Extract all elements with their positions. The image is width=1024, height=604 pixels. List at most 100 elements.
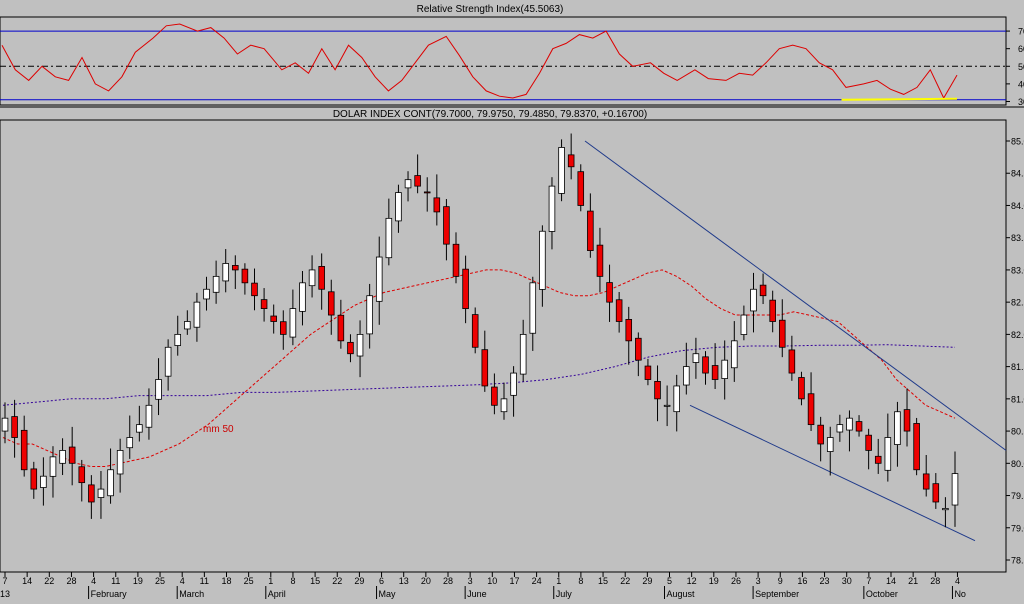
candle-body — [751, 289, 757, 311]
candle-body — [261, 300, 267, 309]
candle-body — [568, 155, 574, 167]
candle-body — [88, 485, 94, 502]
rsi-panel — [0, 17, 1006, 105]
candle-body — [415, 176, 421, 187]
candle-body — [31, 469, 37, 489]
candle-body — [597, 245, 603, 276]
price-tick-label: 81.0 — [1011, 394, 1024, 404]
candle-body — [674, 386, 680, 412]
x-tick-label: 18 — [221, 576, 231, 586]
candle-body — [223, 263, 229, 280]
candle-body — [79, 467, 85, 483]
candle-body — [808, 394, 814, 425]
x-tick-label: 28 — [930, 576, 940, 586]
month-label: February — [91, 589, 128, 599]
candle-body — [635, 338, 641, 360]
x-tick-label: 23 — [820, 576, 830, 586]
price-panel — [0, 120, 1006, 572]
x-tick-label: 28 — [66, 576, 76, 586]
rsi-highlight-line — [842, 99, 958, 100]
candle-body — [472, 315, 478, 348]
x-tick-label: 17 — [509, 576, 519, 586]
candle-body — [482, 350, 488, 386]
price-tick-label: 85.0 — [1011, 137, 1024, 147]
price-tick-label: 79.0 — [1011, 523, 1024, 533]
candle-body — [2, 418, 8, 431]
candle-body — [712, 366, 718, 380]
candle-body — [914, 423, 920, 469]
x-tick-label: 6 — [379, 576, 384, 586]
candle-body — [69, 447, 75, 463]
ma-annotation: mm 50 — [203, 424, 234, 435]
candle-body — [108, 470, 114, 496]
candle-body — [779, 320, 785, 347]
month-label: May — [379, 589, 397, 599]
rsi-tick-label: 50 — [1018, 62, 1024, 72]
candle-body — [655, 381, 661, 398]
price-tick-label: 80.5 — [1011, 427, 1024, 437]
x-tick-label: 5 — [667, 576, 672, 586]
candle-body — [300, 283, 306, 312]
candle-body — [376, 257, 382, 301]
candle-body — [530, 283, 536, 333]
x-tick-label: 12 — [687, 576, 697, 586]
candle-body — [895, 412, 901, 445]
month-label: July — [556, 589, 573, 599]
candle-body — [856, 422, 862, 432]
candle-body — [348, 342, 354, 353]
candle-body — [559, 147, 565, 193]
x-tick-label: 9 — [778, 576, 783, 586]
candle-body — [194, 302, 200, 327]
x-tick-label: 4 — [180, 576, 185, 586]
price-tick-label: 84.5 — [1011, 169, 1024, 179]
x-tick-label: 14 — [22, 576, 32, 586]
x-tick-label: 15 — [310, 576, 320, 586]
candle-body — [722, 360, 728, 378]
candle-body — [367, 296, 373, 334]
x-tick-label: 7 — [866, 576, 871, 586]
candle-body — [760, 285, 766, 296]
candle-body — [626, 319, 632, 340]
x-tick-label: 21 — [908, 576, 918, 586]
price-tick-label: 80.0 — [1011, 459, 1024, 469]
x-tick-label: 7 — [2, 576, 7, 586]
candle-body — [136, 425, 142, 433]
month-label: October — [866, 589, 898, 599]
price-tick-label: 82.0 — [1011, 330, 1024, 340]
candle-body — [693, 354, 699, 363]
x-tick-label: 28 — [443, 576, 453, 586]
candle-body — [271, 316, 277, 321]
candle-body — [357, 334, 363, 356]
candle-body — [904, 410, 910, 431]
candle-body — [463, 269, 469, 308]
candle-body — [789, 350, 795, 373]
candle-body — [21, 430, 27, 469]
candle-body — [818, 425, 824, 444]
candle-body — [242, 269, 248, 283]
candle-body — [319, 266, 325, 289]
candle-body — [770, 300, 776, 321]
price-tick-label: 78.5 — [1011, 556, 1024, 566]
rsi-tick-label: 70 — [1018, 27, 1024, 37]
candle-body — [703, 357, 709, 373]
candle-body — [405, 180, 411, 188]
candle-body — [578, 172, 584, 206]
candle-body — [117, 450, 123, 474]
candle-body — [290, 309, 296, 337]
candle-body — [252, 283, 258, 296]
candle-body — [616, 300, 622, 322]
candle-body — [386, 218, 392, 257]
x-tick-label: 15 — [598, 576, 608, 586]
x-tick-label: 10 — [487, 576, 497, 586]
candle-body — [156, 380, 162, 400]
candle-body — [799, 378, 805, 399]
price-tick-label: 82.5 — [1011, 298, 1024, 308]
candle-body — [664, 405, 670, 406]
x-tick-label: 29 — [354, 576, 364, 586]
x-tick-label: 8 — [290, 576, 295, 586]
month-label: August — [667, 589, 696, 599]
candle-body — [12, 417, 18, 438]
rsi-tick-label: 40 — [1018, 79, 1024, 89]
candle-body — [232, 265, 238, 269]
candle-body — [827, 438, 833, 452]
